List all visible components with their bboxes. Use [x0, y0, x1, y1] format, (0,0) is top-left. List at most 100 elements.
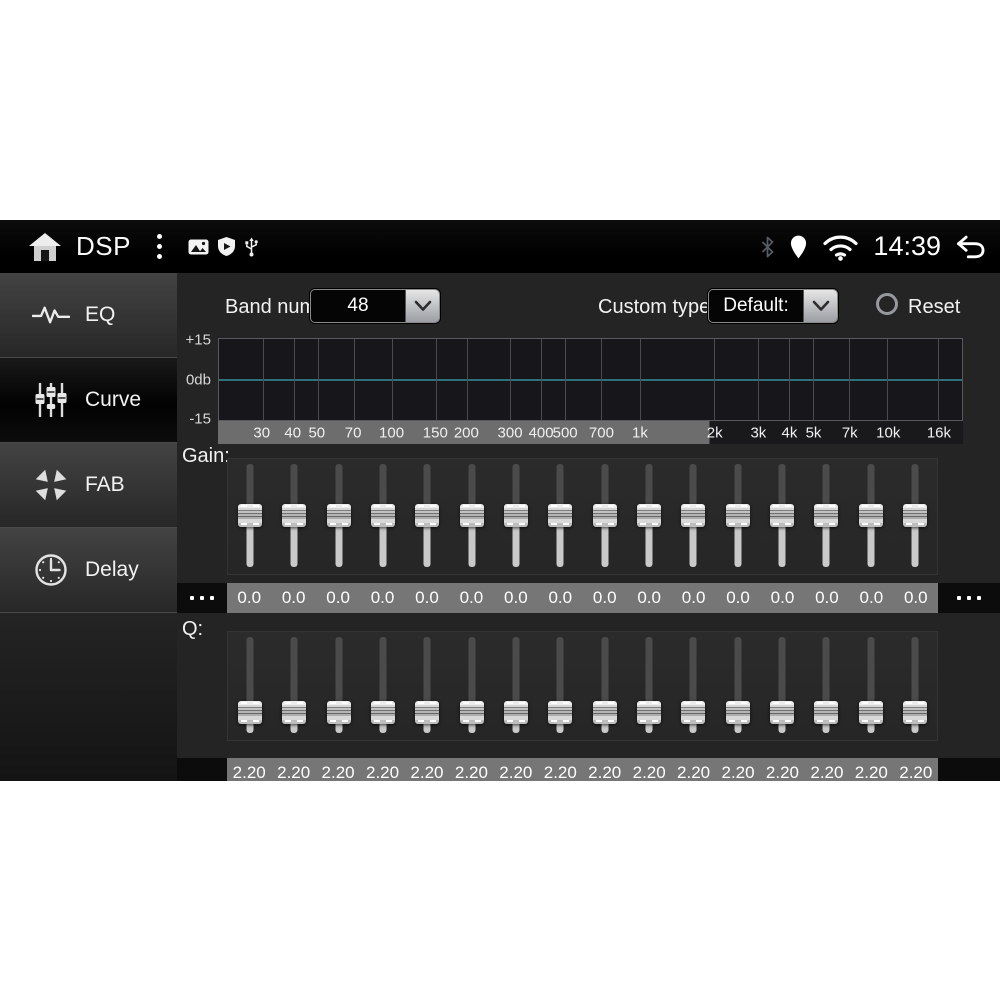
graph-gridline [262, 339, 264, 420]
freq-tick-label: 50 [308, 424, 326, 441]
sidebar-item-fab[interactable]: FAB [0, 443, 177, 528]
freq-tick-label: 70 [344, 424, 362, 441]
gain-value: 0.0 [281, 588, 306, 607]
slider-thumb[interactable] [548, 701, 573, 725]
gain-slider[interactable] [583, 459, 627, 574]
slider-track [556, 637, 564, 733]
chevron-down-icon[interactable] [405, 290, 439, 322]
q-slider[interactable] [627, 632, 671, 740]
gain-slider[interactable] [627, 459, 671, 574]
slider-thumb[interactable] [415, 701, 440, 725]
q-slider[interactable] [228, 632, 272, 740]
q-slider[interactable] [671, 632, 715, 740]
q-value: 2.20 [410, 763, 444, 781]
sidebar-item-delay[interactable]: Delay [0, 528, 177, 613]
q-slider[interactable] [494, 632, 538, 740]
slider-thumb[interactable] [814, 701, 839, 725]
slider-thumb[interactable] [504, 504, 529, 527]
q-value: 2.20 [854, 763, 888, 781]
slider-thumb[interactable] [592, 504, 617, 527]
gain-value: 0.0 [504, 588, 528, 607]
q-value: 2.20 [454, 763, 488, 781]
q-slider[interactable] [272, 632, 316, 740]
graph-gridline [714, 339, 716, 420]
sidebar-item-curve[interactable]: Curve [0, 358, 177, 443]
slider-thumb[interactable] [326, 504, 351, 527]
q-slider[interactable] [538, 632, 582, 740]
slider-thumb[interactable] [636, 504, 661, 527]
slider-thumb[interactable] [725, 701, 750, 725]
band-num-select[interactable]: 48 [310, 289, 440, 323]
gain-slider[interactable] [405, 459, 449, 574]
slider-thumb[interactable] [371, 701, 396, 725]
gain-slider[interactable] [317, 459, 361, 574]
slider-thumb[interactable] [769, 504, 794, 527]
sidebar-item-label: Delay [85, 558, 139, 581]
slider-thumb[interactable] [681, 504, 706, 527]
zero-db-line [219, 378, 962, 381]
slider-thumb[interactable] [858, 701, 883, 725]
slider-thumb[interactable] [814, 504, 839, 527]
gain-slider[interactable] [715, 459, 759, 574]
slider-thumb[interactable] [459, 701, 484, 725]
gain-slider[interactable] [450, 459, 494, 574]
q-slider[interactable] [450, 632, 494, 740]
slider-thumb[interactable] [902, 701, 927, 725]
slider-thumb[interactable] [238, 504, 263, 527]
q-slider[interactable] [583, 632, 627, 740]
slider-thumb[interactable] [636, 701, 661, 725]
q-slider[interactable] [715, 632, 759, 740]
gain-slider[interactable] [804, 459, 848, 574]
slider-thumb[interactable] [282, 701, 307, 725]
graph-gridline [565, 339, 567, 420]
gain-slider[interactable] [848, 459, 892, 574]
gain-slider[interactable] [893, 459, 937, 574]
reset-radio[interactable] [876, 293, 898, 315]
freq-tick-label: 200 [453, 424, 479, 441]
q-value: 2.20 [543, 763, 577, 781]
slider-thumb[interactable] [592, 701, 617, 725]
slider-thumb[interactable] [548, 504, 573, 527]
sidebar-item-eq[interactable]: EQ [0, 273, 177, 358]
slider-thumb[interactable] [238, 701, 263, 725]
slider-thumb[interactable] [902, 504, 927, 527]
freq-tick-label: 30 [253, 424, 271, 441]
gain-slider[interactable] [760, 459, 804, 574]
q-value: 2.20 [765, 763, 800, 781]
slider-thumb[interactable] [504, 701, 529, 725]
q-slider[interactable] [405, 632, 449, 740]
slider-thumb[interactable] [681, 701, 706, 725]
gain-slider[interactable] [671, 459, 715, 574]
gain-slider[interactable] [361, 459, 405, 574]
gain-value: 0.0 [370, 588, 395, 607]
home-button[interactable] [28, 232, 62, 262]
q-value: 2.20 [632, 763, 666, 781]
gain-slider[interactable] [272, 459, 316, 574]
status-bar-left: DSP [0, 230, 259, 263]
q-slider[interactable] [848, 632, 892, 740]
slider-thumb[interactable] [371, 504, 396, 527]
overflow-menu-button[interactable] [153, 230, 166, 263]
slider-thumb[interactable] [725, 504, 750, 527]
gain-slider[interactable] [538, 459, 582, 574]
slider-thumb[interactable] [415, 504, 440, 527]
q-slider[interactable] [361, 632, 405, 740]
slider-thumb[interactable] [858, 504, 883, 527]
custom-type-label: Custom type: [598, 296, 716, 318]
q-value: 2.20 [588, 763, 622, 781]
q-slider[interactable] [317, 632, 361, 740]
slider-thumb[interactable] [769, 701, 794, 725]
gain-slider[interactable] [228, 459, 272, 574]
slider-thumb[interactable] [326, 701, 351, 725]
slider-thumb[interactable] [459, 504, 484, 527]
custom-type-select[interactable]: Default: [708, 289, 838, 323]
q-slider[interactable] [893, 632, 937, 740]
q-slider[interactable] [804, 632, 848, 740]
gain-slider[interactable] [494, 459, 538, 574]
gain-scroll-left-button[interactable] [177, 583, 227, 613]
chevron-down-icon[interactable] [803, 290, 837, 322]
slider-thumb[interactable] [282, 504, 307, 527]
q-slider[interactable] [760, 632, 804, 740]
back-button[interactable] [955, 235, 986, 259]
gain-scroll-right-button[interactable] [938, 583, 1000, 613]
